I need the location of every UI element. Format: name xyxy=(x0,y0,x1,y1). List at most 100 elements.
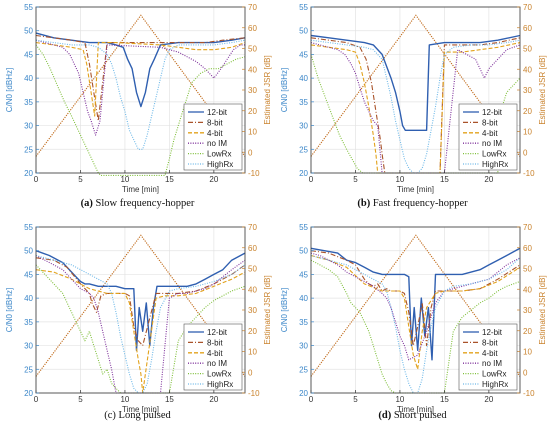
x-tick-label: 20 xyxy=(209,175,218,184)
legend-box xyxy=(458,103,518,171)
x-tick-label: 0 xyxy=(309,175,314,184)
legend-label: 8-bit xyxy=(207,338,223,347)
legend-label: 4-bit xyxy=(482,129,498,138)
y-left-tick-label: 40 xyxy=(299,294,308,303)
x-tick-label: 20 xyxy=(209,395,218,404)
y-left-tick-label: 35 xyxy=(24,318,33,327)
y-left-tick-label: 20 xyxy=(24,169,33,178)
y-left-tick-label: 40 xyxy=(24,294,33,303)
y-right-tick-label: 50 xyxy=(523,45,532,54)
x-tick-label: 5 xyxy=(353,175,358,184)
x-tick-label: 5 xyxy=(353,395,358,404)
legend-label: HighRx xyxy=(207,380,233,389)
y-right-tick-label: 30 xyxy=(523,86,532,95)
y-left-tick-label: 45 xyxy=(299,50,308,59)
y-left-tick-label: 50 xyxy=(299,247,308,256)
x-tick-label: 15 xyxy=(165,395,174,404)
y-left-tick-label: 55 xyxy=(24,3,33,12)
x-tick-label: 10 xyxy=(120,175,129,184)
legend-label: 8-bit xyxy=(482,118,498,127)
y-right-tick-label: 60 xyxy=(248,24,257,33)
x-tick-label: 0 xyxy=(309,395,314,404)
legend-label: 12-bit xyxy=(482,328,503,337)
y-right-tick-label: 40 xyxy=(523,65,532,74)
y-left-tick-label: 35 xyxy=(299,98,308,107)
y-left-axis-label: C/N0 [dBHz] xyxy=(280,68,289,112)
caption-a-text: Slow frequency-hopper xyxy=(95,198,195,209)
y-left-tick-label: 30 xyxy=(24,122,33,131)
legend-label: HighRx xyxy=(207,160,233,169)
series-line-12-bit xyxy=(310,247,521,361)
series-line-no-im xyxy=(310,252,521,361)
x-tick-label: 20 xyxy=(484,175,493,184)
y-right-tick-label: 40 xyxy=(248,285,257,294)
y-right-tick-label: 30 xyxy=(248,306,257,315)
series-line-lowrx xyxy=(35,44,246,176)
y-left-tick-label: 25 xyxy=(24,145,33,154)
x-tick-label: 15 xyxy=(440,395,449,404)
y-left-axis-label: C/N0 [dBHz] xyxy=(5,68,14,112)
series-line-4-bit xyxy=(310,42,521,174)
x-tick-label: 0 xyxy=(34,175,39,184)
caption-d-text: Short pulsed xyxy=(393,410,447,421)
legend-label: LowRx xyxy=(482,370,506,379)
y-right-tick-label: 50 xyxy=(523,265,532,274)
y-right-tick-label: 60 xyxy=(523,24,532,33)
chart-panel-a: 0 5 10 15 20 20 25 30 35 40 45 50 55 -10 0 10 20 30 40 50 60… xyxy=(5,3,272,194)
y-left-tick-label: 50 xyxy=(24,27,33,36)
y-left-tick-label: 35 xyxy=(299,318,308,327)
y-left-tick-label: 30 xyxy=(299,122,308,131)
caption-c-text: Long pulsed xyxy=(118,410,171,421)
y-right-tick-label: 70 xyxy=(248,223,257,232)
y-right-axis-label: Estimated JSR [dB] xyxy=(263,275,272,344)
y-left-tick-label: 40 xyxy=(24,74,33,83)
x-axis-label: Time [min] xyxy=(122,405,159,414)
series-line-12-bit xyxy=(35,250,246,352)
y-left-tick-label: 30 xyxy=(24,342,33,351)
y-left-tick-label: 20 xyxy=(299,389,308,398)
series-line-lowrx xyxy=(310,259,521,394)
legend-label: 12-bit xyxy=(207,108,228,117)
y-left-tick-label: 45 xyxy=(24,50,33,59)
series-line-8-bit xyxy=(35,257,246,347)
y-right-tick-label: 50 xyxy=(248,45,257,54)
legend-label: 4-bit xyxy=(207,129,223,138)
jsr-line xyxy=(310,234,521,377)
y-left-tick-label: 25 xyxy=(24,365,33,374)
y-right-tick-label: 10 xyxy=(248,128,257,137)
chart-panel-b: 0 5 10 15 20 20 25 30 35 40 45 50 55 -10 0 10 20 30 40 50 60… xyxy=(280,3,547,194)
y-right-tick-label: -10 xyxy=(523,169,535,178)
y-right-tick-label: 60 xyxy=(248,244,257,253)
y-right-tick-label: 60 xyxy=(523,244,532,253)
caption-b-tag: (b) xyxy=(357,198,371,209)
y-left-tick-label: 35 xyxy=(24,98,33,107)
y-right-axis-label: Estimated JSR [dB] xyxy=(538,55,547,124)
x-tick-label: 10 xyxy=(120,395,129,404)
jsr-line xyxy=(310,14,521,157)
y-right-tick-label: -10 xyxy=(523,389,535,398)
jsr-line xyxy=(35,234,246,377)
caption-b-text: Fast frequency-hopper xyxy=(372,198,468,209)
legend-label: 12-bit xyxy=(207,328,228,337)
x-axis-label: Time [min] xyxy=(397,405,434,414)
legend-box xyxy=(183,103,243,171)
legend-label: 8-bit xyxy=(207,118,223,127)
series-line-8-bit xyxy=(310,37,521,174)
x-tick-label: 5 xyxy=(78,175,83,184)
series-line-4-bit xyxy=(35,269,246,394)
y-right-tick-label: 10 xyxy=(248,348,257,357)
caption-d-tag: (d) xyxy=(378,410,392,421)
series-line-no-im xyxy=(310,42,521,174)
caption-c-tag: (c) xyxy=(104,410,116,421)
legend-box xyxy=(458,323,518,391)
legend-label: 8-bit xyxy=(482,338,498,347)
y-right-tick-label: 40 xyxy=(523,285,532,294)
legend-label: LowRx xyxy=(482,150,506,159)
y-right-tick-label: 70 xyxy=(523,223,532,232)
x-tick-label: 10 xyxy=(395,175,404,184)
